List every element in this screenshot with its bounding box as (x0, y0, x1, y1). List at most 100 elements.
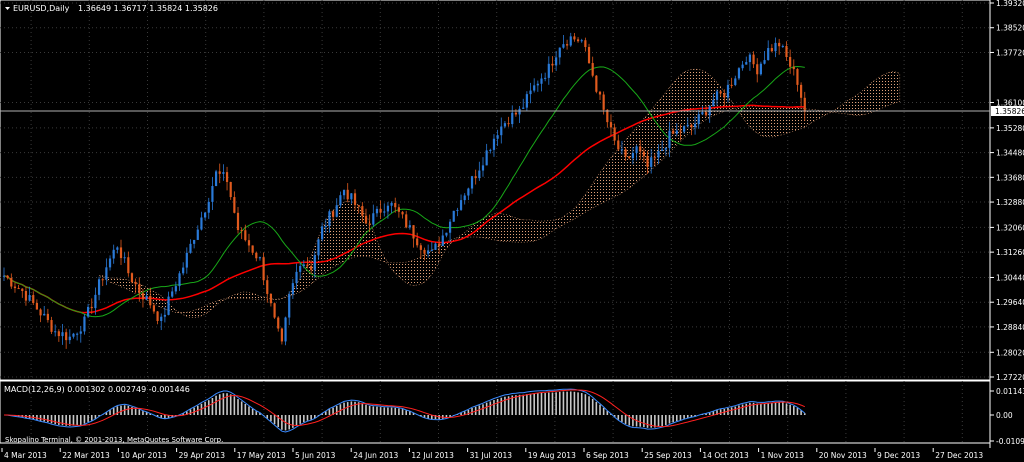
candle-body (569, 36, 572, 46)
candle-body (65, 332, 68, 341)
candle-body (620, 149, 624, 151)
candle-body (6, 275, 9, 278)
candle-body (244, 230, 247, 241)
candle-body (306, 264, 309, 267)
candle-body (405, 214, 408, 228)
candle-body (123, 257, 126, 259)
candle-body (339, 195, 342, 206)
candle-body (127, 257, 130, 274)
candle-body (734, 78, 737, 85)
candle-body (503, 123, 507, 127)
time-tick-label: 4 Mar 2013 (4, 451, 47, 460)
candle-body (459, 200, 463, 210)
candle-body (236, 212, 240, 231)
candle-body (565, 44, 569, 46)
candle-body (204, 212, 207, 218)
candle-body (792, 66, 795, 70)
candle-body (273, 303, 276, 318)
candle-body (390, 202, 393, 206)
price-tick-label: 1.33680 (996, 173, 1024, 182)
candle-body (467, 188, 470, 196)
time-tick-label: 27 Dec 2013 (935, 451, 983, 460)
candle-body (72, 333, 75, 337)
candle-body (628, 156, 631, 159)
time-axis: 4 Mar 2013 22 Mar 2013 10 Apr 2013 29 Apr 2… (1, 448, 983, 460)
current-price-tag (991, 105, 1024, 116)
candle-body (130, 273, 134, 283)
candle-body (704, 112, 708, 116)
candle-body (397, 207, 400, 212)
candle-body (522, 107, 525, 109)
candle-body (723, 93, 726, 98)
candle-body (533, 85, 536, 91)
candle-body (763, 60, 766, 64)
candle-body (672, 130, 675, 134)
price-tick-label: 1.36100 (996, 99, 1024, 108)
candle-body (511, 112, 514, 125)
candle-body (606, 109, 609, 123)
candle-body (328, 211, 331, 226)
macd-label: MACD(12,26,9) 0.001302 0.002749 -0.00144… (4, 385, 190, 394)
candle-body (83, 316, 86, 332)
candle-body (463, 195, 466, 201)
time-tick-label: 9 Dec 2013 (877, 451, 920, 460)
candle-body (555, 57, 558, 66)
candle-body (770, 48, 773, 52)
candle-body (617, 140, 620, 150)
candle-body (266, 280, 269, 294)
candle-body (97, 279, 101, 295)
candle-body (767, 48, 770, 61)
candle-body (255, 252, 258, 259)
ma-red-line (3, 104, 805, 314)
price-tick-label: 1.29640 (996, 298, 1024, 307)
candle-body (277, 317, 280, 329)
candle-body (342, 189, 346, 196)
candle-body (412, 225, 415, 239)
candle-body (500, 126, 503, 136)
candle-body (478, 170, 481, 179)
candle-body (639, 146, 642, 152)
time-tick-label: 6 Sep 2013 (586, 451, 629, 460)
candle-body (419, 245, 422, 250)
candle-body (536, 83, 539, 86)
candle-body (756, 64, 759, 75)
candle-body (310, 266, 313, 270)
time-tick-label: 31 Jul 2013 (470, 451, 513, 460)
candle-body (24, 290, 28, 301)
candle-body (284, 317, 287, 342)
candle-body (87, 306, 90, 317)
candle-body (598, 91, 602, 95)
candle-body (353, 193, 357, 206)
time-tick-label: 10 Apr 2013 (120, 451, 167, 460)
candle-body (79, 331, 82, 334)
candle-body (624, 149, 627, 157)
candle-body (496, 135, 499, 139)
candle-body (141, 293, 145, 300)
candle-body (346, 189, 349, 200)
price-tick-label: 1.37720 (996, 48, 1024, 57)
candle-body (225, 172, 229, 182)
candle-body (207, 201, 210, 213)
candle-body (789, 56, 792, 67)
candle-body (650, 157, 653, 167)
candle-body (785, 45, 788, 57)
candle-body (481, 165, 485, 171)
candle-body (119, 247, 123, 259)
candle-body (211, 186, 214, 202)
time-tick-label: 1 Nov 2013 (761, 451, 804, 460)
candle-body (715, 91, 719, 100)
time-tick-label: 5 Jun 2013 (295, 451, 336, 460)
macd-signal-line (4, 389, 805, 428)
candle-body (551, 63, 554, 66)
time-tick-label: 22 Mar 2013 (62, 451, 110, 460)
candle-body (280, 328, 283, 342)
dropdown-arrow-icon[interactable] (5, 7, 10, 10)
candle-body (108, 258, 112, 268)
candle-body (10, 277, 13, 287)
candle-body (233, 197, 236, 213)
candle-body (193, 239, 196, 244)
symbol-label: EURUSD,Daily (13, 4, 70, 13)
candle-body (112, 249, 115, 259)
